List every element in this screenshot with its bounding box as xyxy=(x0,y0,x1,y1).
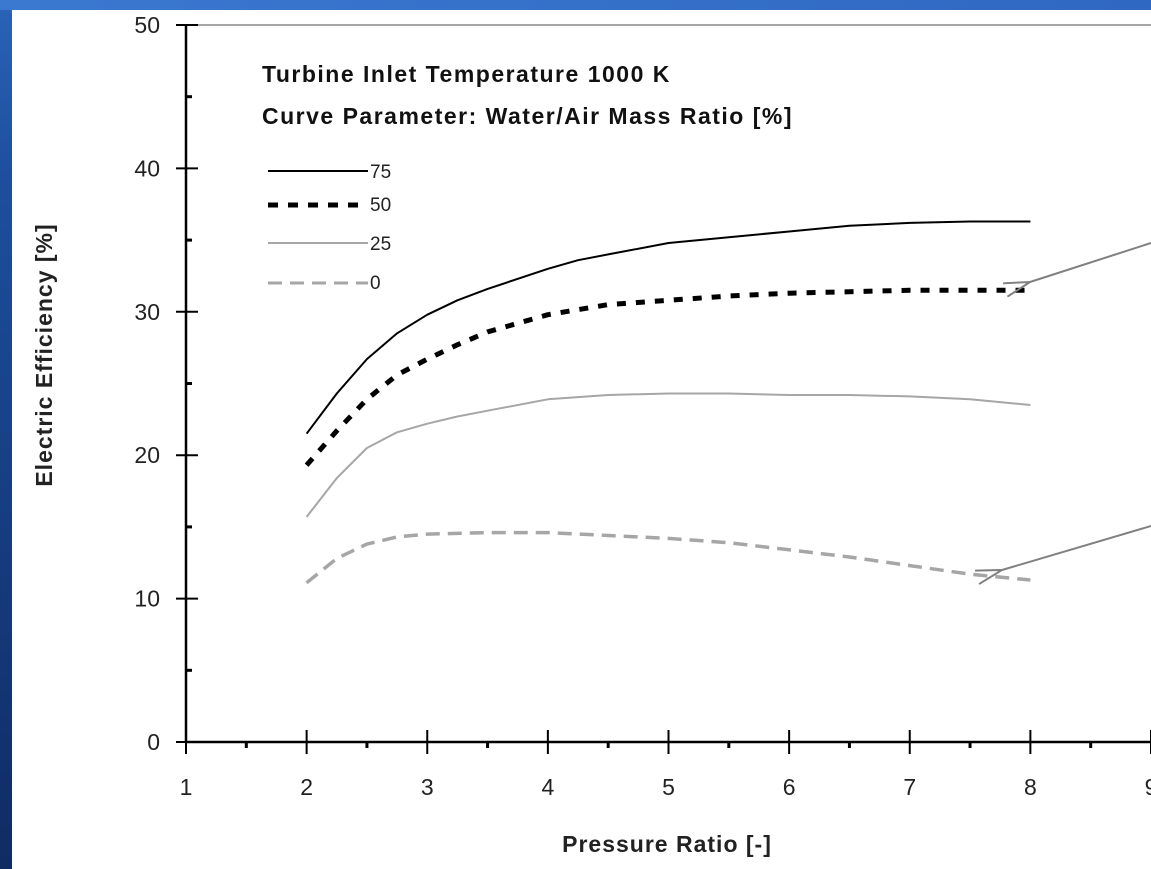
x-axis-title: Pressure Ratio [-] xyxy=(562,831,772,857)
legend-label-75: 75 xyxy=(370,162,391,183)
chart-panel: 12345678901020304050 Pressure Ratio [-] … xyxy=(12,10,1151,869)
y-tick-label: 50 xyxy=(134,12,160,38)
legend-label-0: 0 xyxy=(370,273,381,294)
x-tick-label: 3 xyxy=(421,774,434,800)
x-tick-label: 2 xyxy=(300,774,313,800)
y-tick-label: 10 xyxy=(134,586,160,612)
chart-svg: 12345678901020304050 Pressure Ratio [-] … xyxy=(31,12,1151,857)
x-tick-label: 6 xyxy=(783,774,796,800)
x-tick-label: 8 xyxy=(1024,774,1037,800)
arrow-to-series-0 xyxy=(1002,525,1151,570)
slide-top-band xyxy=(0,0,1151,10)
tick-labels: 1 2 3 4 5 6 7 8 9 0 10 20 30 40 50 xyxy=(134,12,1151,800)
y-tick-label: 0 xyxy=(147,729,160,755)
series-line-50 xyxy=(304,287,1031,467)
x-tick-label: 5 xyxy=(662,774,675,800)
series-line-0 xyxy=(305,530,1031,585)
x-tick-label: 9 xyxy=(1145,774,1151,800)
x-tick-label: 1 xyxy=(180,774,193,800)
series-group xyxy=(304,220,1031,585)
x-tick-label: 7 xyxy=(903,774,916,800)
y-tick-label: 40 xyxy=(134,155,160,181)
legend-label-25: 25 xyxy=(370,234,391,255)
series-line-75 xyxy=(305,220,1031,435)
y-tick-label: 20 xyxy=(134,442,160,468)
x-tick-label: 4 xyxy=(541,774,554,800)
y-axis-title: Electric Efficiency [%] xyxy=(31,223,57,486)
legend: 75 50 25 0 xyxy=(268,162,391,294)
annotation-title-line1: Turbine Inlet Temperature 1000 K xyxy=(262,61,671,87)
arrow-to-series-50 xyxy=(1030,242,1151,282)
annotation-title-line2: Curve Parameter: Water/Air Mass Ratio [%… xyxy=(262,103,793,129)
legend-label-50: 50 xyxy=(370,195,391,216)
axis-ticks xyxy=(176,24,1151,754)
series-line-25 xyxy=(305,392,1031,518)
y-tick-label: 30 xyxy=(134,299,160,325)
